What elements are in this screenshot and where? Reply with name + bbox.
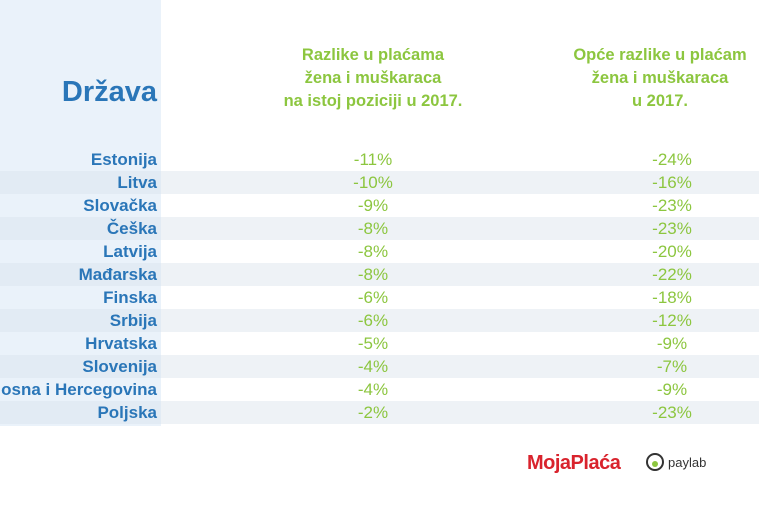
table-row: Finska -6% -18%: [0, 286, 759, 309]
table-row: Hrvatska -5% -9%: [0, 332, 759, 355]
cell-value: -9%: [357, 196, 389, 215]
cell-value: -4%: [357, 380, 389, 399]
country-name: Poljska: [97, 403, 157, 422]
country-name: Češka: [106, 219, 157, 238]
row-header-bg: [0, 217, 161, 240]
row-header-bg: [0, 309, 161, 332]
country-name: Hrvatska: [85, 334, 157, 353]
cell-value: -10%: [353, 173, 393, 192]
cell-value: -12%: [652, 311, 692, 330]
country-name: Finska: [103, 288, 157, 307]
table-row: Slovačka -9% -23%: [0, 194, 759, 217]
logo: MojaPlaća: [527, 452, 621, 474]
cell-value: -23%: [652, 403, 692, 422]
cell-value: -18%: [652, 288, 692, 307]
cell-value: -9%: [656, 380, 688, 399]
cell-value: -20%: [652, 242, 692, 261]
row-header-bg: [0, 401, 161, 424]
cell-value: -9%: [656, 334, 688, 353]
cell-value: -5%: [357, 334, 389, 353]
cell-value: -11%: [353, 150, 393, 169]
table-row: Slovenija -4% -7%: [0, 355, 759, 378]
cell-value: -8%: [357, 242, 389, 261]
header-line: Opće razlike u plaćam: [573, 46, 747, 64]
table-body: Estonija -11% -24% Litva -10% -16% Slovačka -9%…: [0, 148, 759, 424]
row-header-bg: [0, 171, 161, 194]
header-line: u 2017.: [632, 92, 688, 110]
country-name: Mađarska: [78, 265, 157, 284]
cell-value: -22%: [652, 265, 692, 284]
column-header: Razlike u plaćama žena i muškaraca na is…: [243, 44, 503, 113]
row-header-bg: [0, 355, 161, 378]
cell-value: -8%: [357, 219, 389, 238]
country-name: Slovačka: [83, 196, 157, 215]
cell-value: -6%: [357, 288, 389, 307]
logo: paylab: [645, 452, 706, 472]
table-row: Estonija -11% -24%: [0, 148, 759, 171]
table-row: Češka -8% -23%: [0, 217, 759, 240]
header-line: žena i muškaraca: [304, 69, 442, 87]
cell-value: -23%: [652, 219, 692, 238]
cell-value: -23%: [652, 196, 692, 215]
table-row: Litva -10% -16%: [0, 171, 759, 194]
table-row: osna i Hercegovina -4% -9%: [0, 378, 759, 401]
table-row: Mađarska -8% -22%: [0, 263, 759, 286]
row-header-bg: [0, 263, 161, 286]
cell-value: -24%: [652, 150, 692, 169]
column-title: Država: [61, 76, 157, 108]
column-header: Opće razlike u plaćam žena i muškaraca u…: [530, 44, 759, 113]
cell-value: -8%: [357, 265, 389, 284]
country-name: Litva: [117, 173, 157, 192]
header-line: žena i muškaraca: [591, 69, 729, 87]
cell-value: -6%: [357, 311, 389, 330]
table-row: Srbija -6% -12%: [0, 309, 759, 332]
cell-value: -2%: [357, 403, 389, 422]
header-line: na istoj poziciji u 2017.: [283, 92, 463, 110]
cell-value: -7%: [656, 357, 688, 376]
country-name: Latvija: [103, 242, 157, 261]
table-row: Poljska -2% -23%: [0, 401, 759, 424]
header-line: Razlike u plaćama: [301, 46, 445, 64]
logo-text: paylab: [668, 454, 707, 470]
country-name: osna i Hercegovina: [1, 380, 157, 399]
cell-value: -4%: [357, 357, 389, 376]
logo-icon: [646, 453, 664, 471]
country-name: Estonija: [90, 150, 157, 169]
cell-value: -16%: [652, 173, 692, 192]
country-name: Slovenija: [82, 357, 157, 376]
country-name: Srbija: [109, 311, 157, 330]
table-row: Latvija -8% -20%: [0, 240, 759, 263]
